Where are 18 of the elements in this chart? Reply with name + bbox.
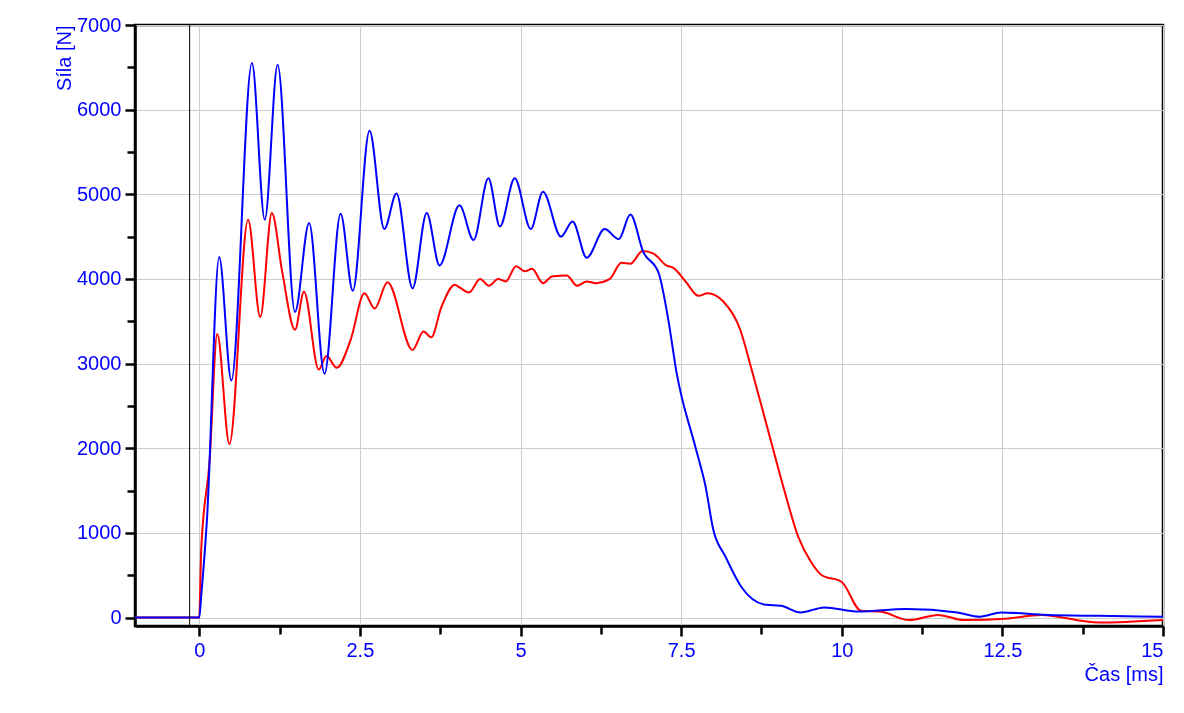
- y-tick-label: 1000: [77, 521, 122, 544]
- x-axis-title: Čas [ms]: [1084, 662, 1164, 685]
- line-series: [135, 62, 1163, 619]
- x-tick-label: 2.5: [346, 638, 375, 661]
- y-tick-label: 2000: [77, 436, 122, 459]
- x-tick-label: 0: [194, 638, 206, 661]
- x-tick-label: 5: [515, 638, 527, 661]
- y-tick-label: 0: [110, 606, 122, 629]
- x-tick-label: 10: [831, 638, 854, 661]
- y-tick-label: 7000: [77, 13, 122, 36]
- x-tick-label: 7.5: [667, 638, 696, 661]
- x-tick-label: 15: [1141, 638, 1164, 661]
- y-tick-label: 3000: [77, 352, 122, 375]
- y-tick-label: 6000: [77, 98, 122, 121]
- y-tick-label: 4000: [77, 267, 122, 290]
- y-axis-title: Síla [N]: [53, 25, 76, 92]
- y-tick-label: 5000: [77, 182, 122, 205]
- x-tick-label: 12.5: [983, 638, 1023, 661]
